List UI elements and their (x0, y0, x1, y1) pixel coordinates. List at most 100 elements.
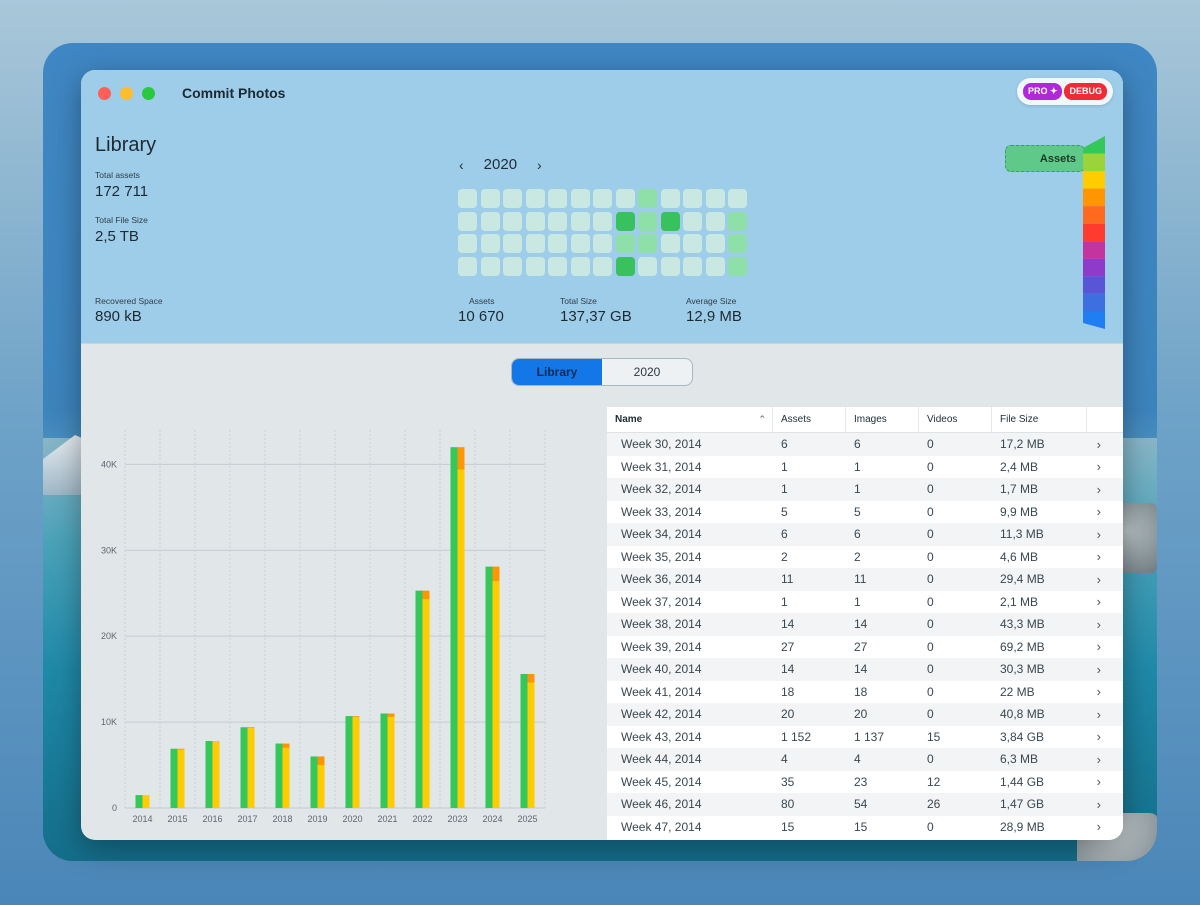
heatmap-cell[interactable] (480, 234, 500, 253)
table-row[interactable]: Week 30, 2014 6 6 0 17,2 MB › (607, 433, 1123, 456)
heatmap-cell[interactable] (638, 211, 657, 231)
heatmap-cell[interactable] (705, 234, 725, 253)
heatmap-cell[interactable] (458, 256, 477, 276)
heatmap-cell[interactable] (503, 189, 522, 208)
heatmap-cell[interactable] (705, 256, 725, 276)
chevron-right-icon[interactable]: › (1096, 639, 1101, 655)
chevron-right-icon[interactable]: › (1096, 751, 1101, 767)
chevron-right-icon[interactable]: › (1096, 819, 1101, 835)
table-row[interactable]: Week 33, 2014 5 5 0 9,9 MB › (607, 501, 1123, 524)
table-row[interactable]: Week 44, 2014 4 4 0 6,3 MB › (607, 748, 1123, 771)
heatmap-cell[interactable] (548, 256, 567, 276)
heatmap-cell[interactable] (705, 189, 725, 208)
table-row[interactable]: Week 47, 2014 15 15 0 28,9 MB › (607, 816, 1123, 839)
chevron-right-icon[interactable]: › (1096, 571, 1101, 587)
heatmap-cell[interactable] (525, 189, 545, 208)
column-videos-header[interactable]: Videos (919, 407, 992, 432)
table-row[interactable]: Week 39, 2014 27 27 0 69,2 MB › (607, 636, 1123, 659)
heatmap-cell[interactable] (525, 256, 545, 276)
heatmap-cell[interactable] (570, 234, 590, 253)
heatmap-cell[interactable] (683, 211, 702, 231)
segment-year[interactable]: 2020 (633, 365, 661, 379)
heatmap-cell[interactable] (593, 211, 612, 231)
heatmap-cell[interactable] (728, 256, 747, 276)
heatmap-cell[interactable] (570, 211, 590, 231)
column-filesize-header[interactable]: File Size (992, 407, 1087, 432)
heatmap-cell[interactable] (503, 256, 522, 276)
chevron-right-icon[interactable]: › (1096, 616, 1101, 632)
chevron-right-icon[interactable]: › (1096, 661, 1101, 677)
heatmap-cell[interactable] (570, 189, 590, 208)
heatmap-cell[interactable] (480, 211, 500, 231)
assets-filter-button[interactable]: Assets (1005, 145, 1085, 172)
column-images-header[interactable]: Images (846, 407, 919, 432)
heatmap-cell[interactable] (683, 234, 702, 253)
chevron-right-icon[interactable]: › (1096, 706, 1101, 722)
heatmap-cell[interactable] (548, 211, 567, 231)
heatmap-cell[interactable] (525, 211, 545, 231)
column-assets-header[interactable]: Assets (773, 407, 846, 432)
heatmap-cell[interactable] (480, 256, 500, 276)
heatmap-cell[interactable] (615, 234, 635, 253)
heatmap-cell[interactable] (660, 256, 680, 276)
heatmap-cell[interactable] (615, 211, 635, 231)
heatmap-cell[interactable] (593, 189, 612, 208)
heatmap-cell[interactable] (728, 211, 747, 231)
heatmap-cell[interactable] (503, 211, 522, 231)
pro-badge[interactable]: PRO ✦ (1022, 83, 1063, 100)
heatmap-cell[interactable] (660, 211, 680, 231)
table-row[interactable]: Week 36, 2014 11 11 0 29,4 MB › (607, 568, 1123, 591)
heatmap-cell[interactable] (458, 234, 477, 253)
table-row[interactable]: Week 40, 2014 14 14 0 30,3 MB › (607, 658, 1123, 681)
table-row[interactable]: Week 42, 2014 20 20 0 40,8 MB › (607, 703, 1123, 726)
close-window-button[interactable] (98, 87, 111, 100)
heatmap-cell[interactable] (615, 256, 635, 276)
heatmap-cell[interactable] (458, 211, 477, 231)
heatmap-cell[interactable] (525, 234, 545, 253)
heatmap-cell[interactable] (638, 189, 657, 208)
heatmap-cell[interactable] (570, 256, 590, 276)
previous-year-button[interactable]: ‹ (459, 156, 464, 173)
chevron-right-icon[interactable]: › (1096, 526, 1101, 542)
heatmap-cell[interactable] (458, 189, 477, 208)
table-row[interactable]: Week 37, 2014 1 1 0 2,1 MB › (607, 591, 1123, 614)
heatmap-cell[interactable] (548, 234, 567, 253)
heatmap-cell[interactable] (728, 234, 747, 253)
table-row[interactable]: Week 38, 2014 14 14 0 43,3 MB › (607, 613, 1123, 636)
chevron-right-icon[interactable]: › (1096, 459, 1101, 475)
heatmap-cell[interactable] (683, 256, 702, 276)
heatmap-cell[interactable] (728, 189, 747, 208)
maximize-window-button[interactable] (142, 87, 155, 100)
chevron-right-icon[interactable]: › (1096, 504, 1101, 520)
table-row[interactable]: Week 45, 2014 35 23 12 1,44 GB › (607, 771, 1123, 794)
table-row[interactable]: Week 34, 2014 6 6 0 11,3 MB › (607, 523, 1123, 546)
heatmap-cell[interactable] (548, 189, 567, 208)
column-name-header[interactable]: Name ⌃ (607, 407, 773, 432)
chevron-right-icon[interactable]: › (1096, 549, 1101, 565)
heatmap-cell[interactable] (615, 189, 635, 208)
heatmap-cell[interactable] (593, 234, 612, 253)
heatmap-cell[interactable] (638, 234, 657, 253)
table-row[interactable]: Week 46, 2014 80 54 26 1,47 GB › (607, 793, 1123, 816)
table-row[interactable]: Week 35, 2014 2 2 0 4,6 MB › (607, 546, 1123, 569)
table-row[interactable]: Week 41, 2014 18 18 0 22 MB › (607, 681, 1123, 704)
chevron-right-icon[interactable]: › (1096, 481, 1101, 497)
heatmap-cell[interactable] (593, 256, 612, 276)
table-row[interactable]: Week 43, 2014 1 152 1 137 15 3,84 GB › (607, 726, 1123, 749)
chevron-right-icon[interactable]: › (1096, 436, 1101, 452)
table-row[interactable]: Week 32, 2014 1 1 0 1,7 MB › (607, 478, 1123, 501)
chevron-right-icon[interactable]: › (1096, 594, 1101, 610)
next-year-button[interactable]: › (537, 156, 542, 173)
heatmap-cell[interactable] (480, 189, 500, 208)
heatmap-cell[interactable] (503, 234, 522, 253)
heatmap-cell[interactable] (683, 189, 702, 208)
chevron-right-icon[interactable]: › (1096, 729, 1101, 745)
chevron-right-icon[interactable]: › (1096, 796, 1101, 812)
chevron-right-icon[interactable]: › (1096, 774, 1101, 790)
segment-library[interactable]: Library (512, 359, 602, 385)
heatmap-cell[interactable] (660, 234, 680, 253)
heatmap-cell[interactable] (638, 256, 657, 276)
heatmap-cell[interactable] (705, 211, 725, 231)
minimize-window-button[interactable] (120, 87, 133, 100)
debug-badge[interactable]: DEBUG (1064, 83, 1107, 100)
